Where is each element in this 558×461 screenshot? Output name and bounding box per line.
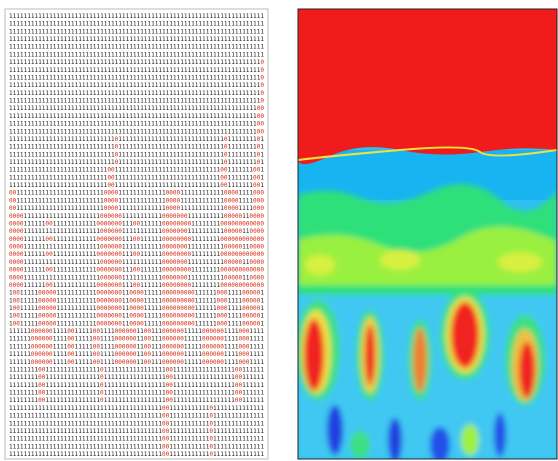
digit-row: 1111111111111111111111111110011111111111… xyxy=(9,174,264,181)
digit-row: 0011111111111111111111111100001111111111… xyxy=(9,205,264,212)
digit-row: 1111111100111111111111111011111111111111… xyxy=(9,390,264,397)
digit-row: 1111111111111111111111111111111111111111… xyxy=(9,443,264,450)
digit-row: 1111111111111111111111111111111111111111… xyxy=(9,28,264,35)
digit-row: 1111111111111111111111111111101111111111… xyxy=(9,144,264,151)
digit-row: 1111111111111111111111111111111111111111… xyxy=(9,121,264,128)
digit-row: 1111111111111111111111111111111111111111… xyxy=(9,59,264,66)
digit-row: 1111111111111111111111111111111111111111… xyxy=(9,413,264,420)
digit-row: 0000111111001111111111110000000111001111… xyxy=(9,220,264,227)
digit-row: 1111111111111111111111111111111111111111… xyxy=(9,451,264,458)
digit-row: 0000111111111111111111111000000111111111… xyxy=(9,259,264,266)
digit-row: 0000111111001111111111110000000111001111… xyxy=(9,236,264,243)
digit-row: 1111111111111111111111111111111111111111… xyxy=(9,90,264,97)
digit-row: 1111111111111111111111111111111111111111… xyxy=(9,105,264,112)
digit-row: 1111111111111111111111111111111111111111… xyxy=(9,128,264,135)
digit-row: 1111111111111111111111111110011111111111… xyxy=(9,167,264,174)
digit-row: 1111111111111111111111111111111111111111… xyxy=(9,405,264,412)
digit-row: 1001111100000111111111110000000110000111… xyxy=(9,305,264,312)
digit-row: 1111111111111111111111111111111111111111… xyxy=(9,420,264,427)
digit-row: 1001111100000111111111110000000110000111… xyxy=(9,320,264,327)
digit-row: 1111110000001111001111100111100000011001… xyxy=(9,359,264,366)
digit-row: 1001111100000111111111110000000110000111… xyxy=(9,290,264,297)
heatmap xyxy=(296,9,557,461)
digit-row: 1111111100111111111111111011111111111111… xyxy=(9,366,264,373)
digit-row: 0011111111111111111111111100001111111111… xyxy=(9,197,264,204)
digit-row: 1111111111111111111111111111111111111111… xyxy=(9,21,264,28)
digit-row: 1111111111111111111111111111111111111111… xyxy=(9,44,264,51)
digit-row: 1111111111111111111111111111111111111111… xyxy=(9,13,264,20)
digit-row: 0000111111111111111111111000000111111111… xyxy=(9,244,264,251)
digit-row: 1111111111111111111111111111111111111111… xyxy=(9,428,264,435)
digit-row: 0000111111001111111111110000000111001111… xyxy=(9,251,264,258)
digit-row: 0000111111001111111111110000000111001111… xyxy=(9,267,264,274)
digit-row: 0011111111111111111111111100001111111111… xyxy=(9,190,264,197)
digit-row: 0000111111111111111111111000000111111111… xyxy=(9,213,264,220)
digit-row: 1111110000001111001111100111100000011001… xyxy=(9,336,264,343)
digit-row: 1111110000001111001111100111100000011001… xyxy=(9,351,264,358)
digit-row: 0000111111111111111111111000000111111111… xyxy=(9,228,264,235)
digit-row: 1111111111111111111111111111111111111111… xyxy=(9,67,264,74)
digit-row: 1111111100111111111111111011111111111111… xyxy=(9,374,264,381)
digit-row: 1111111111111111111111111111111111111111… xyxy=(9,82,264,89)
digit-row: 1111111111111111111111111111101111111111… xyxy=(9,151,264,158)
digit-row: 1111111111111111111111111111111111111111… xyxy=(9,436,264,443)
page: 1111111111111111111111111111111111111111… xyxy=(0,0,558,461)
digit-row: 1001111100000111111111110000000110000111… xyxy=(9,313,264,320)
digit-row: 1111111111111111111111111111111111111111… xyxy=(9,113,264,120)
digit-row: 1111111100111111111111111011111111111111… xyxy=(9,397,264,404)
digit-row: 0000111111111111111111111000000111111111… xyxy=(9,274,264,281)
digit-row: 1111110000001111001111100111100000011001… xyxy=(9,328,264,335)
digit-row: 1111110000001111001111100111100000011001… xyxy=(9,343,264,350)
digit-row: 1111111111111111111111111111111111111111… xyxy=(9,74,264,81)
digit-row: 1111111111111111111111111111101111111111… xyxy=(9,136,264,143)
digit-row: 0000111111001111111111110000000111001111… xyxy=(9,282,264,289)
digit-row: 1111111111111111111111111111111111111111… xyxy=(9,51,264,58)
digit-row: 1111111100111111111111111011111111111111… xyxy=(9,382,264,389)
digit-row: 1111111111111111111111111111101111111111… xyxy=(9,159,264,166)
digit-row: 1001111100000111111111110000000110000111… xyxy=(9,297,264,304)
figure: 1111111111111111111111111111111111111111… xyxy=(0,0,558,461)
digit-row: 1111111111111111111111111110011111111111… xyxy=(9,182,264,189)
digit-row: 1111111111111111111111111111111111111111… xyxy=(9,98,264,105)
digit-row: 1111111111111111111111111111111111111111… xyxy=(9,36,264,43)
